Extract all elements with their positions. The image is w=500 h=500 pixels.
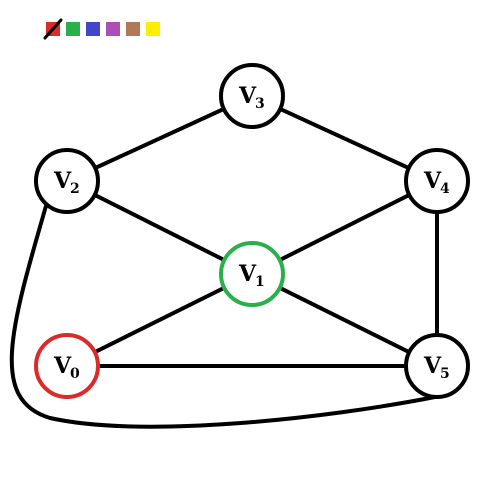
edge-v2-v3: [65, 94, 254, 183]
node-v4-letter: V: [423, 168, 442, 194]
node-v2-subscript: 2: [70, 181, 80, 197]
node-v3-letter: V: [238, 83, 257, 109]
node-v4-circle: [404, 148, 470, 214]
edge-v4-v1: [250, 179, 439, 276]
node-v2-circle: [34, 148, 100, 214]
node-v0-subscript: 0: [70, 366, 80, 382]
node-v5-letter: V: [423, 353, 442, 379]
node-v1-letter: V: [238, 261, 257, 287]
palette-swatch-yellow[interactable]: [146, 22, 160, 36]
palette-swatch-blue[interactable]: [86, 22, 100, 36]
edge-v2-v5: [9, 204, 442, 429]
node-v3-subscript: 3: [255, 96, 265, 112]
node-v1-subscript: 1: [255, 274, 265, 290]
edge-v2-v1: [65, 179, 254, 276]
color-palette: [43, 18, 160, 40]
palette-swatch-red-strike: [43, 18, 63, 40]
node-v4[interactable]: V4: [404, 148, 470, 214]
node-v4-subscript: 4: [440, 181, 450, 197]
node-v3-circle: [219, 63, 285, 129]
node-v1[interactable]: V1: [219, 241, 285, 307]
edge-v1-v5: [250, 272, 439, 368]
node-v5[interactable]: V5: [404, 333, 470, 399]
graph-edges: [9, 94, 442, 429]
node-v5-subscript: 5: [440, 366, 450, 382]
node-v3[interactable]: V3: [219, 63, 285, 129]
palette-swatch-purple[interactable]: [106, 22, 120, 36]
node-v5-circle: [404, 333, 470, 399]
palette-swatch-brown[interactable]: [126, 22, 140, 36]
node-v0-circle: [34, 333, 100, 399]
node-v1-circle: [219, 241, 285, 307]
edge-v0-v1: [65, 272, 254, 368]
node-v2-letter: V: [53, 168, 72, 194]
node-v0-letter: V: [53, 353, 72, 379]
palette-swatch-green[interactable]: [66, 22, 80, 36]
node-v0[interactable]: V0: [34, 333, 100, 399]
node-v2[interactable]: V2: [34, 148, 100, 214]
edge-v3-v4: [250, 94, 439, 183]
